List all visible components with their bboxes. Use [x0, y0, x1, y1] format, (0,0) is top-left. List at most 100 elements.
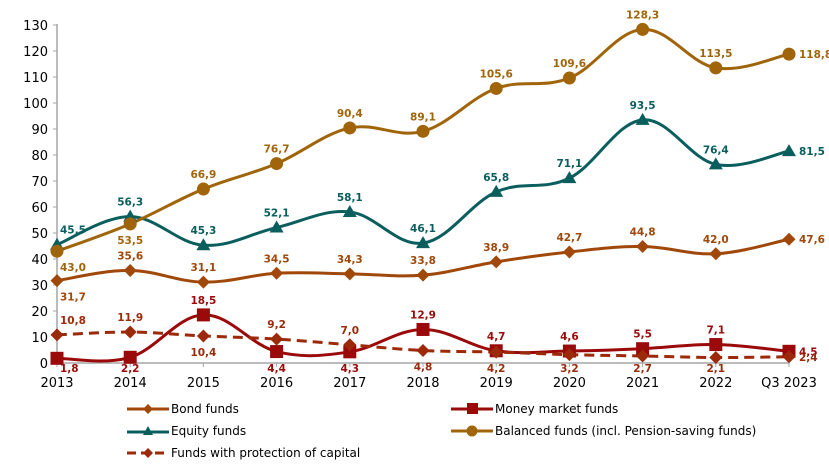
series-line-funds-with-protection-of-capital: [56, 330, 790, 360]
data-point-money-market-funds: [270, 345, 284, 359]
data-point-balanced-funds-incl-pension-saving-funds: [270, 157, 284, 171]
x-tick-label: 2014: [114, 376, 147, 391]
data-label-bond-funds: 31,1: [190, 262, 216, 274]
data-point-funds-with-protection-of-capital: [489, 345, 503, 359]
data-label-money-market-funds: 4,6: [560, 331, 579, 343]
data-label-money-market-funds: 2,2: [121, 363, 140, 375]
data-label-equity-funds: 93,5: [630, 100, 656, 112]
data-label-bond-funds: 34,5: [264, 253, 290, 265]
x-tick-label: 2013: [40, 376, 73, 391]
data-label-balanced-funds-incl-pension-saving-funds: 43,0: [60, 262, 86, 274]
data-point-balanced-funds-incl-pension-saving-funds: [50, 244, 64, 258]
data-label-money-market-funds: 18,5: [190, 295, 216, 307]
data-point-equity-funds: [708, 157, 723, 170]
x-tick-label: 2021: [626, 376, 659, 391]
data-label-bond-funds: 38,9: [483, 242, 509, 254]
y-tick-label: 40: [31, 253, 48, 268]
y-tick-label: 10: [31, 331, 48, 346]
data-label-bond-funds: 31,7: [60, 292, 86, 304]
data-label-bond-funds: 35,6: [117, 250, 143, 262]
data-label-equity-funds: 65,8: [483, 172, 509, 184]
data-point-bond-funds: [196, 275, 210, 289]
data-point-bond-funds: [636, 240, 650, 254]
data-point-money-market-funds: [123, 350, 137, 364]
data-label-balanced-funds-incl-pension-saving-funds: 66,9: [190, 169, 216, 181]
data-point-money-market-funds: [343, 345, 357, 359]
data-label-funds-with-protection-of-capital: 2,1: [706, 363, 725, 375]
x-tick-label: 2016: [260, 376, 293, 391]
data-label-money-market-funds: 4,7: [487, 331, 506, 343]
data-point-funds-with-protection-of-capital: [782, 350, 796, 364]
data-point-bond-funds: [270, 266, 284, 280]
series-markers: [50, 22, 796, 365]
data-label-balanced-funds-incl-pension-saving-funds: 89,1: [410, 111, 436, 123]
data-point-balanced-funds-incl-pension-saving-funds: [196, 182, 210, 196]
data-point-bond-funds: [782, 232, 796, 246]
data-label-equity-funds: 58,1: [337, 192, 363, 204]
data-label-equity-funds: 46,1: [410, 223, 436, 235]
data-point-bond-funds: [709, 247, 723, 261]
x-tick-label: 2020: [553, 376, 586, 391]
data-point-balanced-funds-incl-pension-saving-funds: [562, 71, 576, 85]
data-point-funds-with-protection-of-capital: [562, 348, 576, 362]
data-point-balanced-funds-incl-pension-saving-funds: [343, 121, 357, 135]
data-label-balanced-funds-incl-pension-saving-funds: 53,5: [117, 235, 143, 247]
data-label-bond-funds: 47,6: [799, 234, 825, 246]
y-tick-label: 80: [31, 149, 48, 164]
data-point-equity-funds: [562, 171, 577, 184]
data-label-funds-with-protection-of-capital: 2,4: [799, 352, 818, 364]
data-label-balanced-funds-incl-pension-saving-funds: 76,7: [264, 144, 290, 156]
data-label-funds-with-protection-of-capital: 11,9: [117, 312, 143, 324]
data-point-bond-funds: [123, 263, 137, 277]
data-label-funds-with-protection-of-capital: 10,8: [60, 315, 86, 327]
data-label-equity-funds: 76,4: [703, 144, 729, 156]
y-tick-label: 70: [31, 175, 48, 190]
data-label-funds-with-protection-of-capital: 3,2: [560, 363, 579, 375]
data-label-funds-with-protection-of-capital: 4,8: [414, 362, 433, 374]
x-tick-label: 2017: [333, 376, 366, 391]
data-label-money-market-funds: 5,5: [633, 329, 652, 341]
data-point-bond-funds: [343, 267, 357, 281]
data-point-funds-with-protection-of-capital: [196, 329, 210, 343]
data-point-funds-with-protection-of-capital: [709, 351, 723, 365]
data-point-money-market-funds: [196, 308, 210, 322]
data-label-bond-funds: 44,8: [630, 227, 656, 239]
data-point-funds-with-protection-of-capital: [50, 328, 64, 342]
data-label-funds-with-protection-of-capital: 4,2: [487, 363, 506, 375]
data-point-money-market-funds: [636, 342, 650, 356]
y-tick-label: 130: [23, 19, 48, 34]
data-labels: 31,7 35,6 31,1 34,5 34,3 33,8 38,9 42,7 44,8 42,0…: [60, 9, 829, 375]
data-point-balanced-funds-incl-pension-saving-funds: [636, 22, 650, 36]
y-tick-label: 120: [23, 45, 48, 60]
data-label-equity-funds: 45,3: [190, 225, 216, 237]
data-point-equity-funds: [635, 112, 650, 125]
data-point-money-market-funds: [709, 338, 723, 352]
data-point-equity-funds: [269, 220, 284, 233]
data-label-bond-funds: 42,0: [703, 234, 729, 246]
data-point-equity-funds: [196, 238, 211, 251]
y-tick-label: 90: [31, 123, 48, 138]
data-point-balanced-funds-incl-pension-saving-funds: [123, 217, 137, 231]
y-tick-label: 100: [23, 97, 48, 112]
data-label-funds-with-protection-of-capital: 9,2: [267, 319, 286, 331]
data-label-funds-with-protection-of-capital: 2,7: [633, 363, 652, 375]
x-tick-label: 2018: [406, 376, 439, 391]
data-point-funds-with-protection-of-capital: [416, 344, 430, 358]
data-label-balanced-funds-incl-pension-saving-funds: 113,5: [699, 48, 732, 60]
data-point-funds-with-protection-of-capital: [270, 332, 284, 346]
y-tick-label: 50: [31, 227, 48, 242]
data-point-equity-funds: [489, 184, 504, 197]
data-point-balanced-funds-incl-pension-saving-funds: [782, 47, 796, 61]
data-point-bond-funds: [489, 255, 503, 269]
data-label-balanced-funds-incl-pension-saving-funds: 118,8: [799, 49, 829, 61]
data-label-money-market-funds: 7,1: [706, 325, 725, 337]
data-point-funds-with-protection-of-capital: [343, 338, 357, 352]
data-label-equity-funds: 52,1: [264, 208, 290, 220]
data-label-funds-with-protection-of-capital: 10,4: [190, 347, 216, 359]
x-tick-label: 2022: [699, 376, 732, 391]
data-point-bond-funds: [562, 245, 576, 259]
data-point-balanced-funds-incl-pension-saving-funds: [489, 81, 503, 95]
data-point-equity-funds: [782, 144, 796, 157]
y-tick-label: 30: [31, 279, 48, 294]
